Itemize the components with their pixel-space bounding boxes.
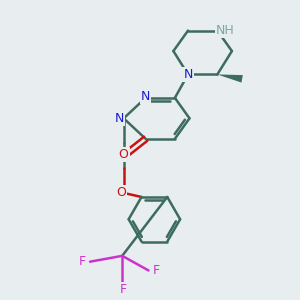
Text: NH: NH	[216, 24, 235, 37]
Text: N: N	[141, 90, 150, 103]
Polygon shape	[217, 74, 243, 83]
Text: F: F	[120, 283, 127, 296]
Text: N: N	[115, 112, 124, 125]
Text: F: F	[79, 255, 86, 268]
Text: O: O	[119, 148, 129, 161]
Text: F: F	[153, 264, 160, 277]
Text: N: N	[183, 68, 193, 81]
Text: O: O	[116, 186, 126, 200]
